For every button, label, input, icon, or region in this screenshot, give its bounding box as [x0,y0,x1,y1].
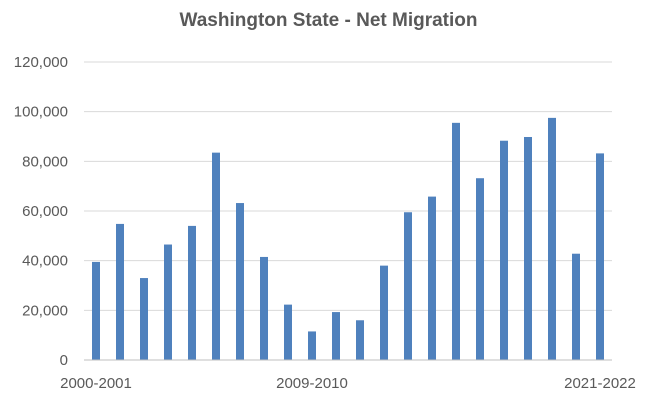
bar-2020-2021 [572,253,580,360]
bar-2008-2009 [284,304,292,360]
bar-2006-2007 [236,203,244,360]
y-tick-label: 100,000 [14,104,68,121]
bar-2009-2010 [308,331,316,360]
bar-2021-2022 [596,153,604,360]
bar-2002-2003 [140,278,148,360]
y-tick-label: 40,000 [22,253,68,270]
bar-2007-2008 [260,256,268,360]
x-tick-label: 2009-2010 [276,375,348,392]
bar-2001-2002 [116,223,124,360]
y-tick-label: 0 [60,352,68,369]
bar-2013-2014 [404,212,412,360]
y-axis-ticks: 0 20,000 40,000 60,000 80,000 100,000 120,000 [14,54,68,369]
x-tick-label: 2000-2001 [60,375,132,392]
bar-2017-2018 [500,140,508,360]
bar-2003-2004 [164,244,172,360]
x-tick-label: 2021-2022 [564,375,636,392]
bar-2004-2005 [188,225,196,360]
bars [92,117,604,360]
bar-2016-2017 [476,178,484,360]
bar-2019-2020 [548,117,556,360]
bar-2011-2012 [356,320,364,360]
bar-2018-2019 [524,136,532,360]
bar-2015-2016 [452,122,460,360]
bar-2000-2001 [92,261,100,360]
bar-2010-2011 [332,312,340,360]
y-tick-label: 120,000 [14,54,68,71]
chart-title: Washington State - Net Migration [179,10,478,31]
x-axis-ticks: 2000-2001 2009-2010 2021-2022 [60,375,636,392]
bar-2012-2013 [380,265,388,360]
bar-2005-2006 [212,152,220,360]
y-tick-label: 80,000 [22,153,68,170]
y-tick-label: 60,000 [22,203,68,220]
y-tick-label: 20,000 [22,302,68,319]
gridlines [84,61,612,311]
bar-2014-2015 [428,196,436,360]
